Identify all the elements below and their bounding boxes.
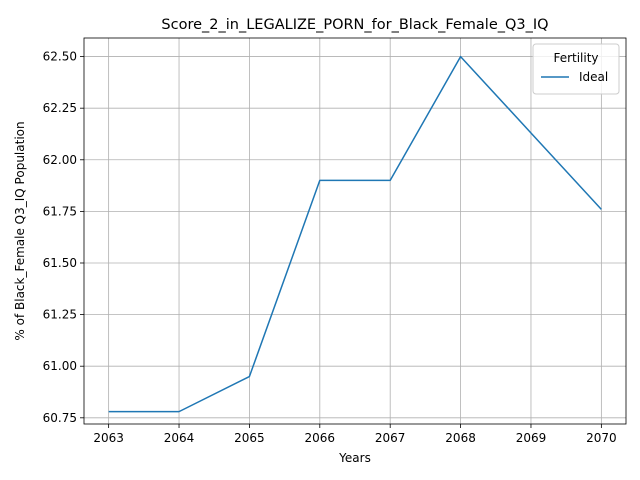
y-tick-label: 61.00: [43, 359, 77, 373]
chart-title: Score_2_in_LEGALIZE_PORN_for_Black_Femal…: [161, 17, 548, 33]
y-tick-label: 62.25: [43, 101, 77, 115]
x-tick-label: 2070: [586, 431, 617, 445]
y-tick-label: 61.50: [43, 256, 77, 270]
y-axis-ticks: 60.75 61.00 61.25 61.50 61.75 62.00 62.25 62.50: [43, 50, 84, 425]
legend-title: Fertility: [553, 51, 598, 65]
y-tick-label: 62.00: [43, 153, 77, 167]
x-axis-ticks: 2063 2064 2065 2066 2067 2068 2069 2070: [93, 424, 617, 445]
plot-area: [108, 55, 602, 413]
grid-lines: [84, 38, 626, 424]
axes-frame: [83, 37, 627, 425]
y-tick-label: 62.50: [43, 50, 77, 64]
y-tick-label: 60.75: [43, 411, 77, 425]
y-axis-label: % of Black_Female Q3_IQ Population: [13, 121, 27, 340]
x-tick-label: 2065: [234, 431, 265, 445]
legend: Fertility Ideal: [532, 43, 620, 95]
y-tick-label: 61.25: [43, 308, 77, 322]
legend-label-ideal: Ideal: [579, 70, 608, 84]
x-tick-label: 2066: [305, 431, 336, 445]
x-tick-label: 2063: [93, 431, 124, 445]
series-line-ideal: [108, 55, 602, 413]
x-tick-label: 2067: [375, 431, 406, 445]
legend-box: [532, 43, 620, 95]
x-axis-label: Years: [338, 451, 371, 465]
x-tick-label: 2069: [516, 431, 547, 445]
x-tick-label: 2064: [164, 431, 195, 445]
x-tick-label: 2068: [445, 431, 476, 445]
y-tick-label: 61.75: [43, 204, 77, 218]
